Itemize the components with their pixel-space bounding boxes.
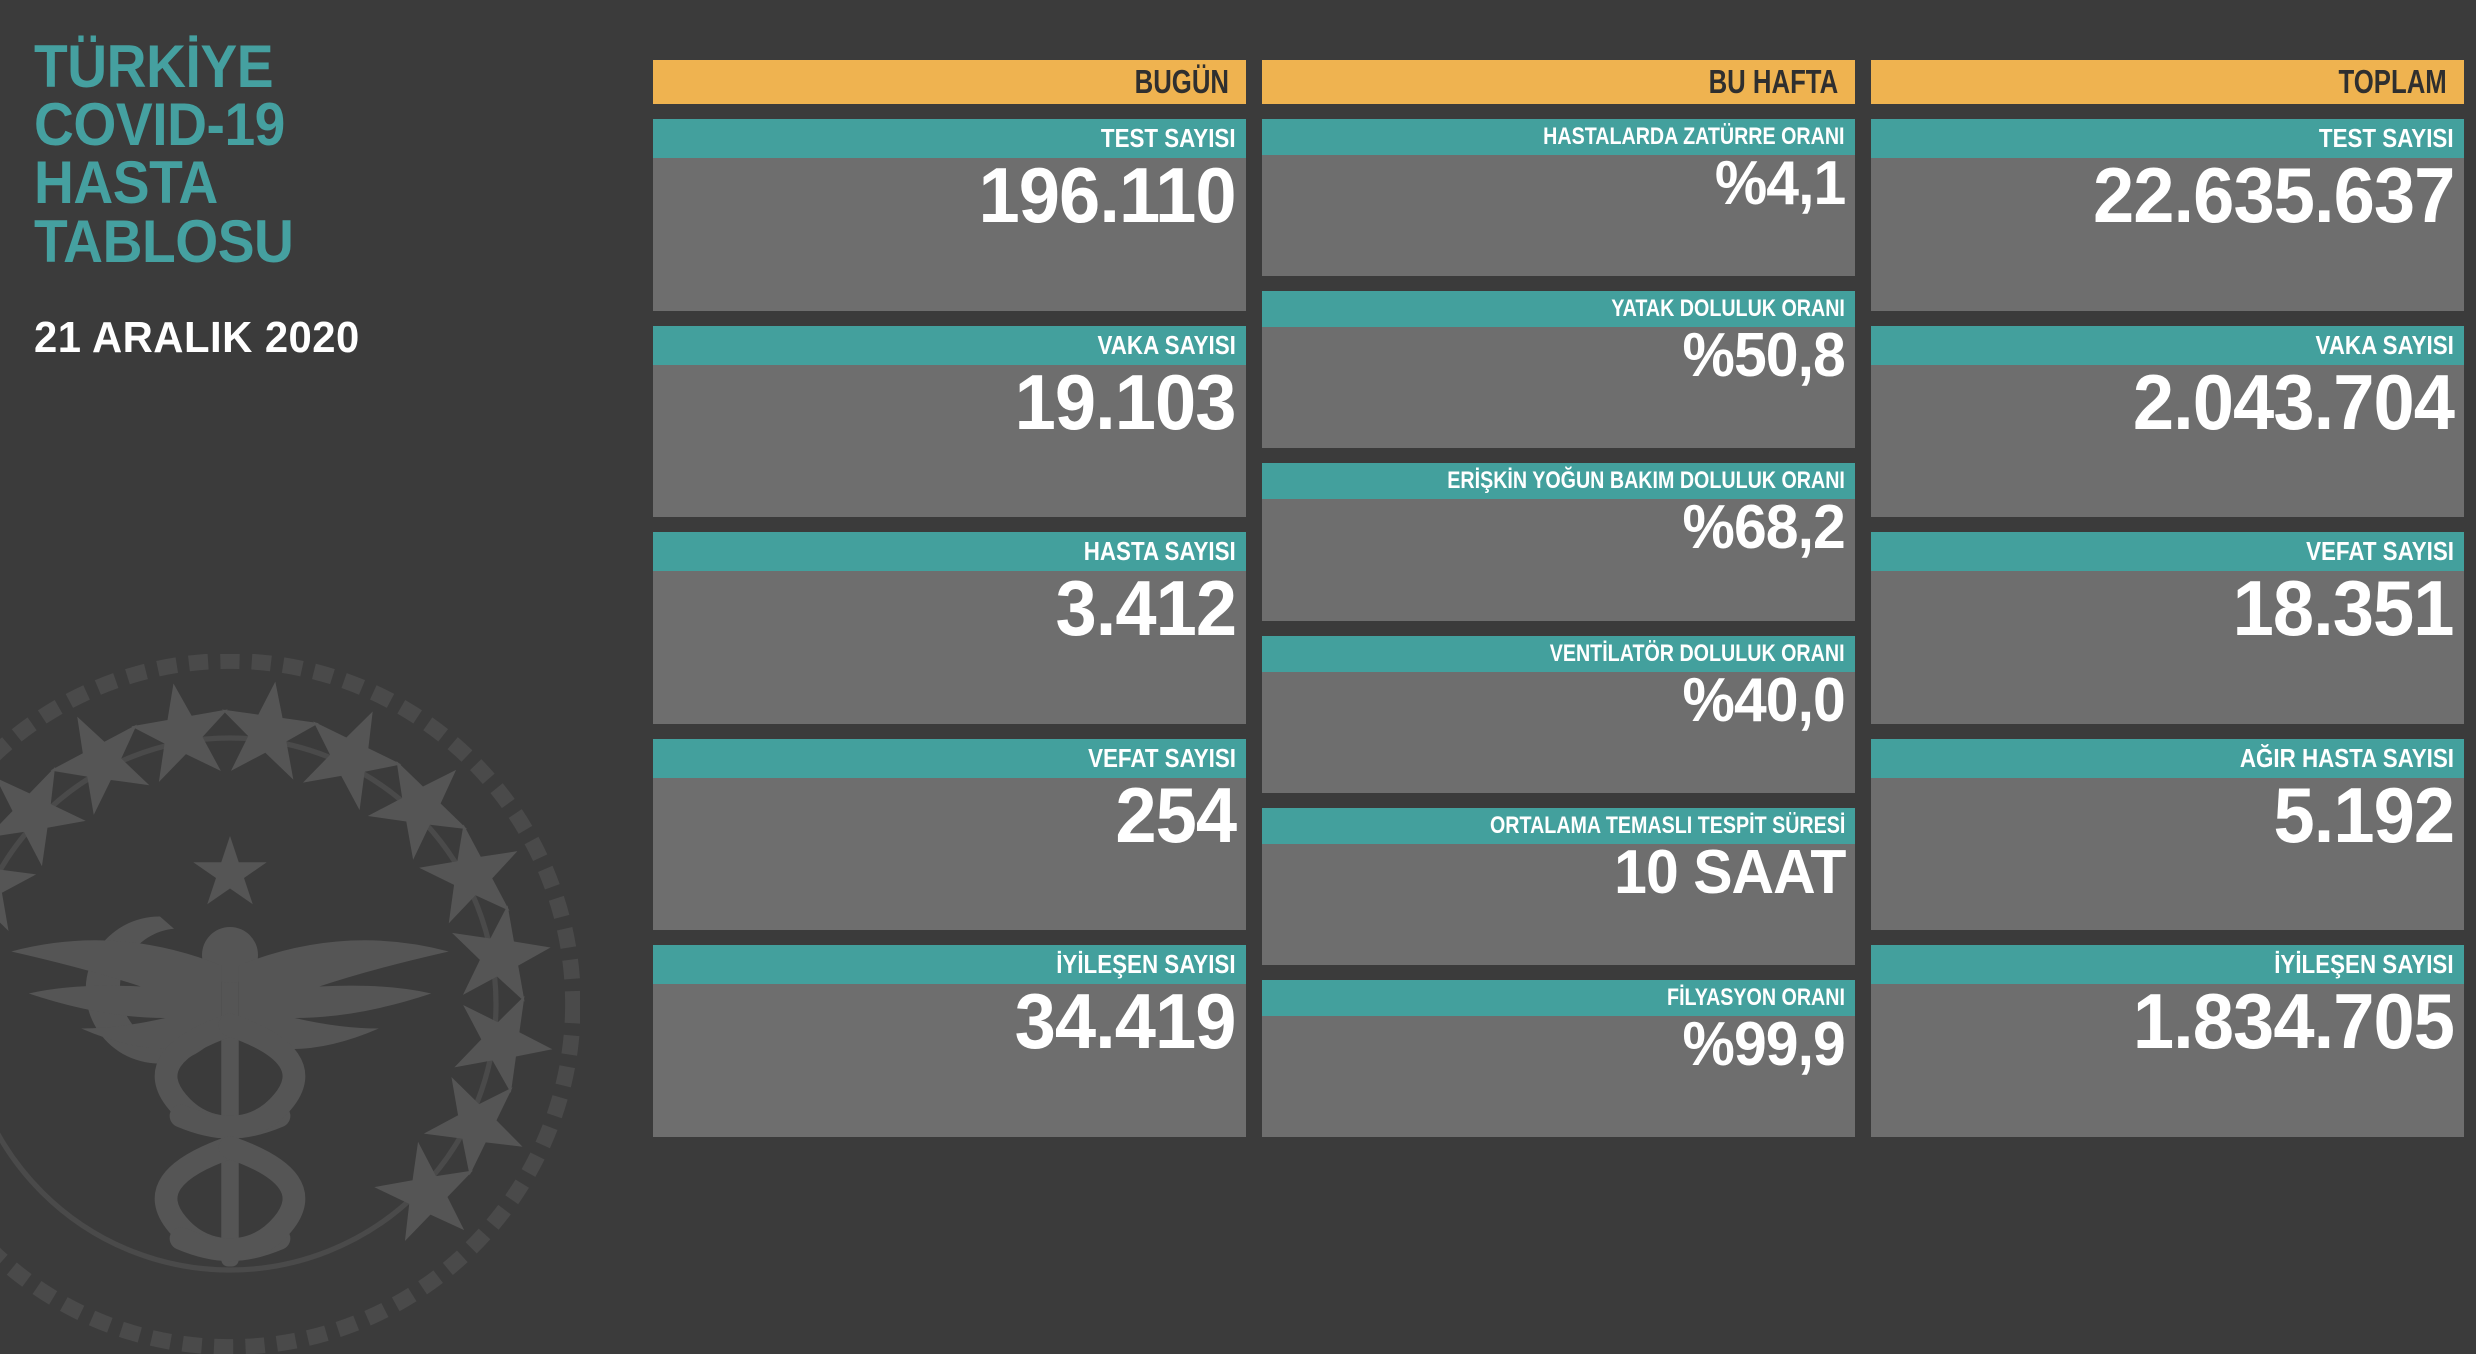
stat-label-text: ERİŞKİN YOĞUN BAKIM DOLULUK ORANI (1447, 467, 1845, 495)
stat-card-label: VAKA SAYISI (1871, 325, 2464, 365)
stat-value-text: 2.043.704 (2132, 364, 2455, 446)
stat-card[interactable]: VEFAT SAYISI 254 (653, 738, 1246, 931)
stat-card-label: VENTİLATÖR DOLULUK ORANI (1262, 635, 1855, 672)
stat-card-value: 3.412 (653, 571, 1246, 724)
stat-label-text: YATAK DOLULUK ORANI (1611, 295, 1845, 323)
stat-label-text: VENTİLATÖR DOLULUK ORANI (1550, 639, 1845, 667)
stat-card-value: 10 SAAT (1262, 843, 1855, 965)
stat-label-text: TEST SAYISI (1101, 123, 1236, 153)
stats-board: BUGÜN TEST SAYISI 196.110 VAKA SAYISI 19… (653, 0, 2476, 1184)
stat-card[interactable]: TEST SAYISI 22.635.637 (1871, 119, 2464, 311)
turkish-ministry-of-health-emblem (0, 654, 580, 1354)
stat-card[interactable]: VAKA SAYISI 2.043.704 (1871, 325, 2464, 518)
stat-card-label: VEFAT SAYISI (653, 738, 1246, 778)
stat-card[interactable]: TEST SAYISI 196.110 (653, 119, 1246, 311)
stat-card-value: 22.635.637 (1871, 158, 2464, 311)
stat-card[interactable]: FİLYASYON ORANI %99,9 (1262, 979, 1855, 1138)
stat-card-value: %99,9 (1262, 1015, 1855, 1138)
stat-card-value: 18.351 (1871, 571, 2464, 724)
stat-label-text: ORTALAMA TEMASLI TESPİT SÜRESİ (1489, 811, 1845, 839)
stat-label-text: HASTA SAYISI (1083, 536, 1236, 567)
stat-value-text: %68,2 (1682, 499, 1846, 563)
stat-card-value: 5.192 (1871, 777, 2464, 931)
column-today: BUGÜN TEST SAYISI 196.110 VAKA SAYISI 19… (653, 0, 1246, 1184)
stat-card-value: %4,1 (1262, 155, 1855, 277)
stat-card-value: %50,8 (1262, 327, 1855, 449)
stat-label-text: VAKA SAYISI (1097, 329, 1236, 360)
stat-value-text: 1.834.705 (2132, 984, 2455, 1066)
stat-label-text: İYİLEŞEN SAYISI (1056, 949, 1236, 980)
column-header-this-week-label: BU HAFTA (1708, 63, 1838, 100)
stat-card-label: VAKA SAYISI (653, 325, 1246, 365)
stat-card-label: TEST SAYISI (653, 119, 1246, 158)
stat-value-text: 196.110 (978, 158, 1237, 239)
stat-card-value: 2.043.704 (1871, 364, 2464, 518)
stat-value-text: 254 (1115, 777, 1237, 859)
stat-card-label: ORTALAMA TEMASLI TESPİT SÜRESİ (1262, 807, 1855, 844)
stat-value-text: %50,8 (1682, 327, 1846, 391)
stat-card[interactable]: AĞIR HASTA SAYISI 5.192 (1871, 738, 2464, 931)
column-header-this-week: BU HAFTA (1262, 60, 1855, 104)
stat-value-text: 34.419 (1015, 984, 1237, 1066)
stat-card-label: AĞIR HASTA SAYISI (1871, 738, 2464, 778)
stat-label-text: İYİLEŞEN SAYISI (2274, 949, 2454, 980)
column-today-cards: TEST SAYISI 196.110 VAKA SAYISI 19.103 H… (653, 119, 1246, 1137)
stat-label-text: VEFAT SAYISI (2306, 536, 2454, 567)
stat-card-label: VEFAT SAYISI (1871, 532, 2464, 572)
column-this-week: BU HAFTA HASTALARDA ZATÜRRE ORANI %4,1 Y… (1262, 0, 1855, 1184)
stat-card[interactable]: ERİŞKİN YOĞUN BAKIM DOLULUK ORANI %68,2 (1262, 463, 1855, 621)
stat-value-text: 10 SAAT (1613, 843, 1846, 907)
stat-value-text: 3.412 (1055, 571, 1237, 653)
stat-card[interactable]: İYİLEŞEN SAYISI 34.419 (653, 945, 1246, 1137)
brand-block: TÜRKİYE COVID-19 HASTA TABLOSU 21 ARALIK… (34, 33, 634, 363)
stat-value-text: %40,0 (1682, 671, 1846, 735)
stat-card[interactable]: HASTALARDA ZATÜRRE ORANI %4,1 (1262, 119, 1855, 277)
stat-label-text: VEFAT SAYISI (1088, 742, 1236, 773)
stat-card-label: ERİŞKİN YOĞUN BAKIM DOLULUK ORANI (1262, 463, 1855, 500)
column-header-today-label: BUGÜN (1134, 63, 1229, 100)
stat-card-value: 1.834.705 (1871, 984, 2464, 1137)
stat-value-text: 19.103 (1015, 364, 1237, 446)
stat-card-value: 34.419 (653, 984, 1246, 1137)
stat-card[interactable]: HASTA SAYISI 3.412 (653, 532, 1246, 724)
column-total-cards: TEST SAYISI 22.635.637 VAKA SAYISI 2.043… (1871, 119, 2464, 1137)
stat-label-text: HASTALARDA ZATÜRRE ORANI (1543, 123, 1845, 150)
stat-card-label: HASTA SAYISI (653, 532, 1246, 572)
report-date: 21 ARALIK 2020 (34, 312, 360, 362)
column-header-today: BUGÜN (653, 60, 1246, 104)
stat-value-text: 5.192 (2273, 777, 2455, 859)
stat-card[interactable]: VAKA SAYISI 19.103 (653, 325, 1246, 518)
stat-card-value: 196.110 (653, 158, 1246, 311)
stat-label-text: VAKA SAYISI (2315, 329, 2454, 360)
stat-label-text: TEST SAYISI (2319, 123, 2454, 153)
stat-card-label: YATAK DOLULUK ORANI (1262, 291, 1855, 328)
stat-label-text: AĞIR HASTA SAYISI (2239, 742, 2454, 773)
stat-value-text: 22.635.637 (2092, 158, 2455, 239)
column-header-total: TOPLAM (1871, 60, 2464, 104)
stat-card-value: %68,2 (1262, 499, 1855, 621)
stat-card-label: İYİLEŞEN SAYISI (1871, 945, 2464, 985)
column-total: TOPLAM TEST SAYISI 22.635.637 VAKA SAYIS… (1871, 0, 2464, 1184)
stat-card-value: %40,0 (1262, 671, 1855, 793)
stat-value-text: 18.351 (2233, 571, 2455, 653)
page-title: TÜRKİYE COVID-19 HASTA TABLOSU (34, 33, 294, 275)
stat-card-value: 19.103 (653, 364, 1246, 518)
stat-value-text: %4,1 (1714, 155, 1846, 218)
column-this-week-cards: HASTALARDA ZATÜRRE ORANI %4,1 YATAK DOLU… (1262, 119, 1855, 1138)
stat-value-text: %99,9 (1682, 1015, 1846, 1079)
stat-card-label: FİLYASYON ORANI (1262, 979, 1855, 1016)
stat-card[interactable]: YATAK DOLULUK ORANI %50,8 (1262, 291, 1855, 449)
stat-card-value: 254 (653, 777, 1246, 931)
stat-card[interactable]: VEFAT SAYISI 18.351 (1871, 532, 2464, 724)
stat-label-text: FİLYASYON ORANI (1667, 983, 1845, 1011)
stat-card[interactable]: ORTALAMA TEMASLI TESPİT SÜRESİ 10 SAAT (1262, 807, 1855, 965)
stat-card-label: TEST SAYISI (1871, 119, 2464, 158)
stat-card-label: HASTALARDA ZATÜRRE ORANI (1262, 119, 1855, 155)
column-header-total-label: TOPLAM (2338, 63, 2447, 100)
stat-card-label: İYİLEŞEN SAYISI (653, 945, 1246, 985)
stat-card[interactable]: VENTİLATÖR DOLULUK ORANI %40,0 (1262, 635, 1855, 793)
stat-card[interactable]: İYİLEŞEN SAYISI 1.834.705 (1871, 945, 2464, 1137)
